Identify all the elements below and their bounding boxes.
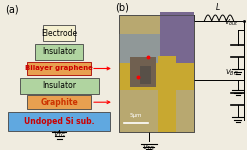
- Text: $C_p$: $C_p$: [246, 45, 247, 57]
- Text: $100$pF: $100$pF: [246, 94, 247, 103]
- Text: $V_{BG}$: $V_{BG}$: [225, 68, 239, 78]
- Bar: [158, 56, 176, 132]
- Text: $L$: $L$: [215, 1, 221, 12]
- Bar: [130, 57, 156, 87]
- Text: Electrode: Electrode: [41, 28, 77, 38]
- Text: (b): (b): [115, 3, 129, 13]
- Text: Bilayer graphene: Bilayer graphene: [25, 66, 93, 72]
- Text: (a): (a): [5, 4, 18, 14]
- Bar: [119, 34, 160, 87]
- Bar: [35, 44, 83, 60]
- Text: $V_{TG}$: $V_{TG}$: [142, 142, 156, 150]
- Text: 5μm: 5μm: [130, 114, 143, 118]
- Bar: [43, 25, 75, 41]
- Text: Graphite: Graphite: [41, 98, 78, 107]
- Bar: [27, 95, 91, 109]
- Text: $V_{out}$: $V_{out}$: [224, 18, 239, 28]
- Text: Insulator: Insulator: [42, 47, 76, 56]
- Bar: [140, 66, 151, 84]
- Text: Insulator: Insulator: [42, 81, 76, 90]
- Bar: [8, 112, 110, 131]
- Text: $V_{TG}$: $V_{TG}$: [53, 130, 66, 140]
- Bar: [119, 15, 194, 132]
- Bar: [27, 62, 91, 75]
- Bar: [119, 15, 194, 132]
- Bar: [119, 63, 194, 90]
- Text: Undoped Si sub.: Undoped Si sub.: [24, 117, 95, 126]
- Bar: [20, 78, 99, 94]
- Bar: [160, 12, 194, 64]
